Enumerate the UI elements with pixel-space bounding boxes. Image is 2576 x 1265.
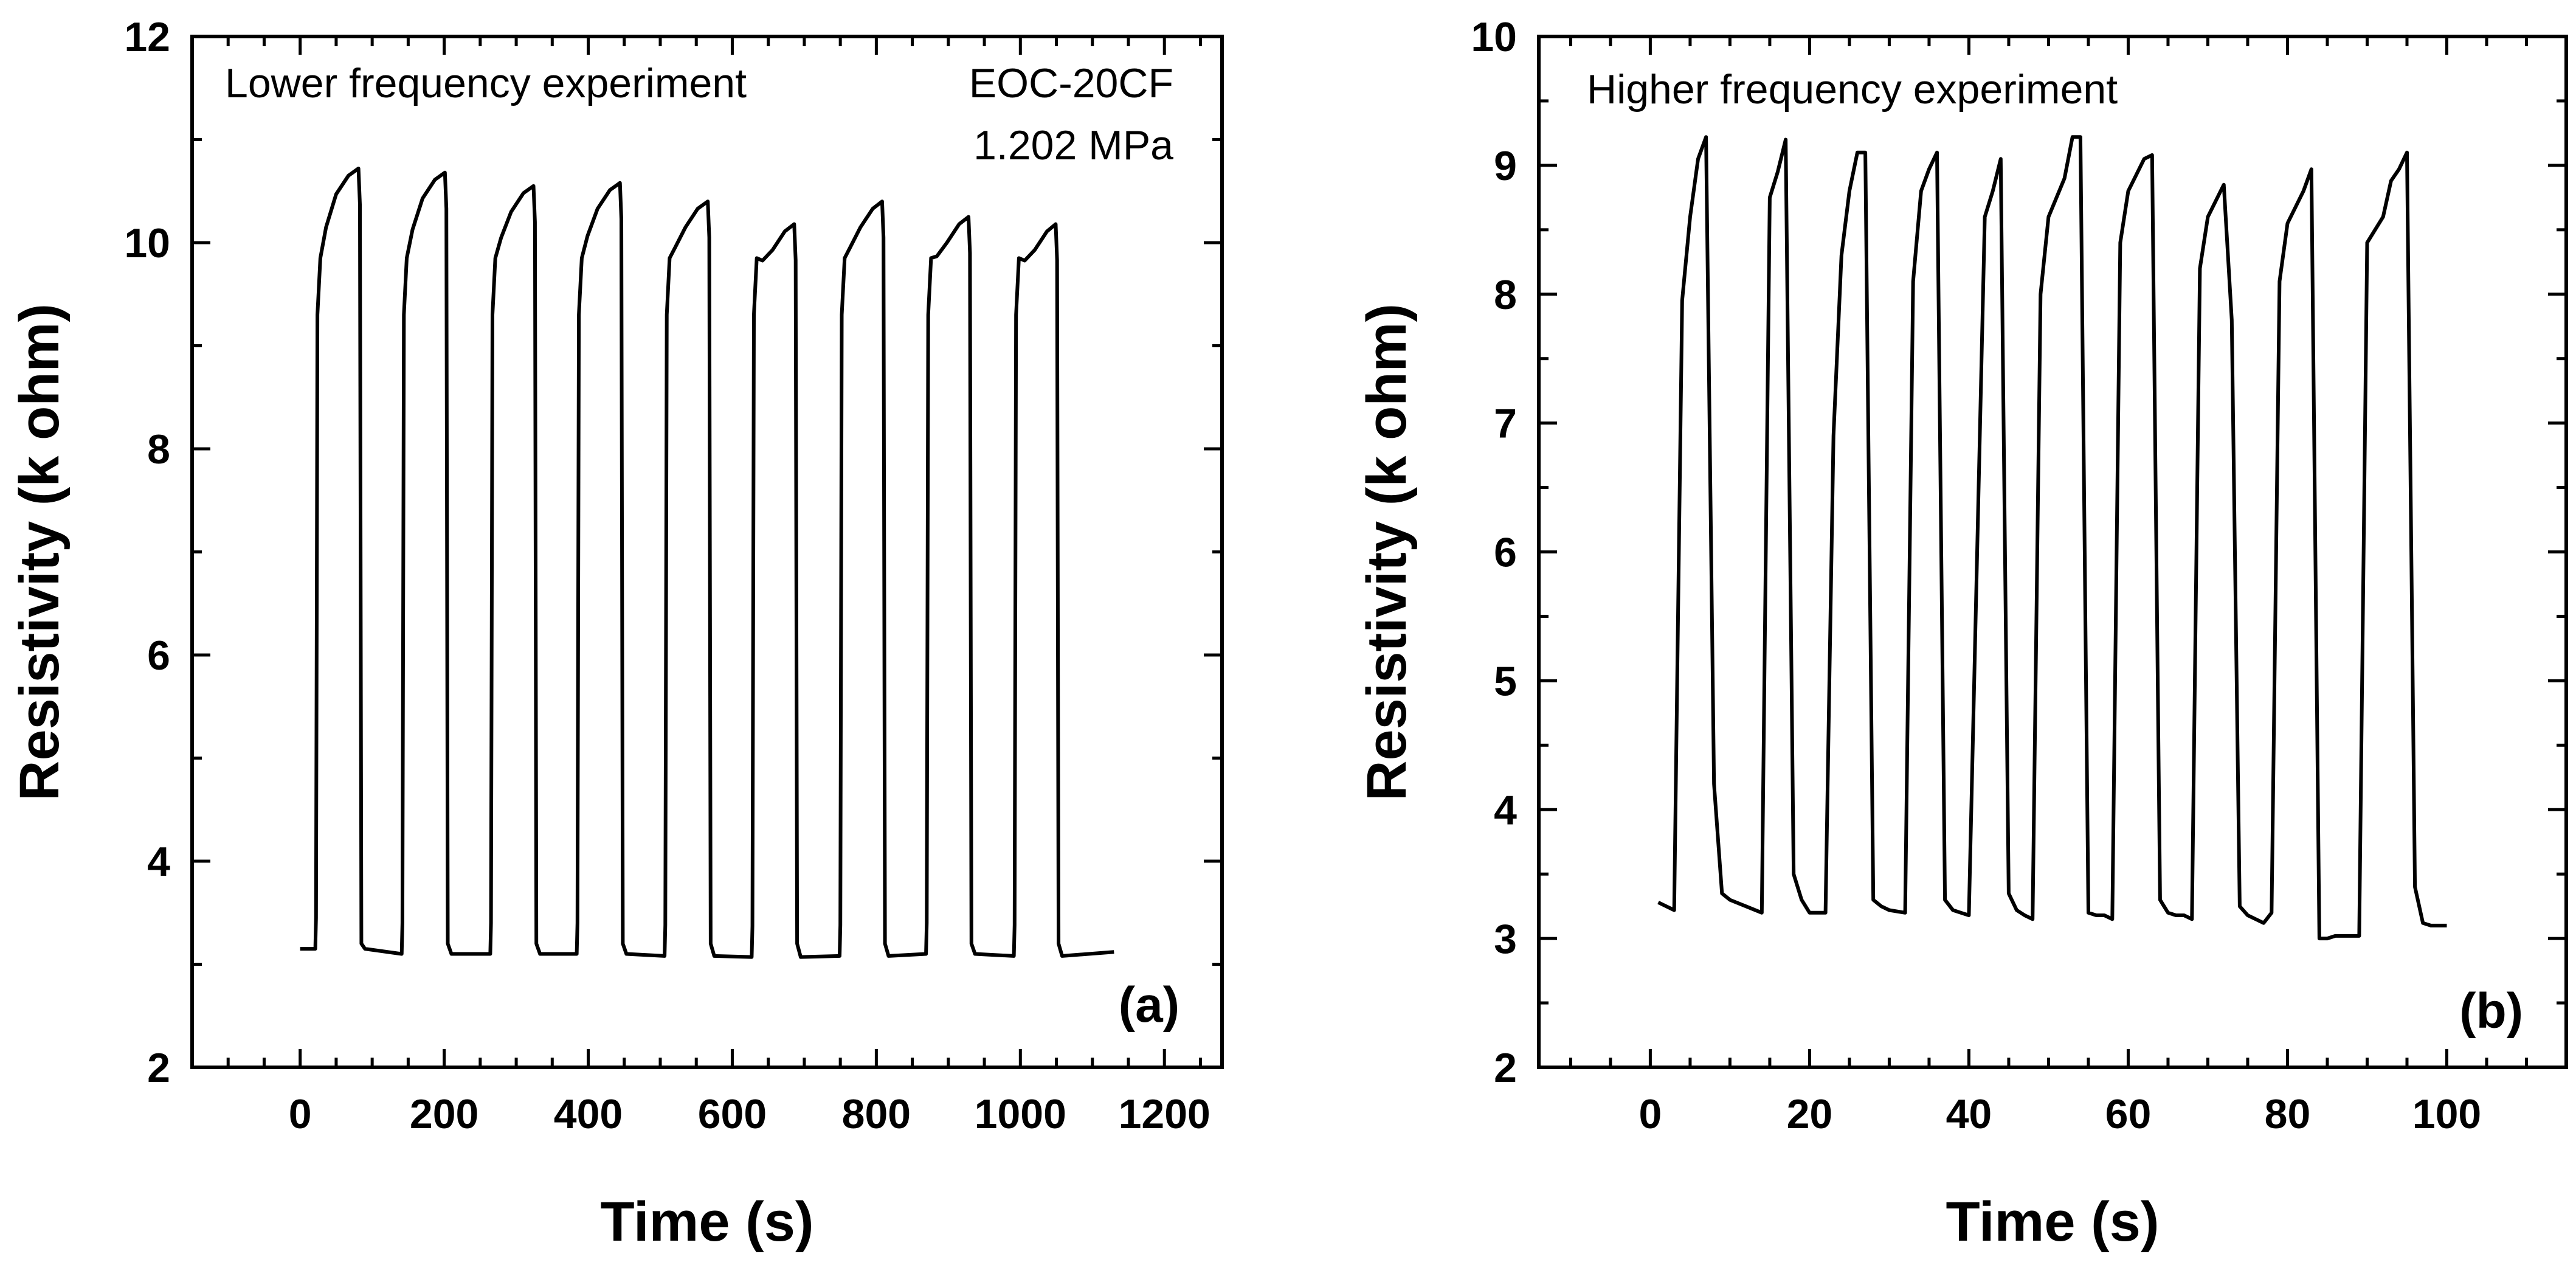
- panel-b: 0 20 40 60 80 100 2 3 4 5 6 7 8 9 10 Tim…: [1356, 14, 2568, 1253]
- panel-a-annotation-sample: EOC-20CF: [969, 60, 1173, 106]
- panel-b-ytick-label: 2: [1494, 1045, 1517, 1091]
- panel-a-xtick-label: 600: [698, 1091, 767, 1137]
- panel-b-xtick-label: 80: [2265, 1091, 2311, 1137]
- panel-b-ytick-label: 9: [1494, 143, 1517, 189]
- panel-a-ytick-label: 8: [147, 426, 170, 473]
- panel-b-ytick-label: 3: [1494, 916, 1517, 962]
- panel-b-xtick-label: 100: [2412, 1091, 2481, 1137]
- panel-a-xtick-label: 800: [842, 1091, 911, 1137]
- panel-a-plot-frame: [190, 35, 1224, 1069]
- panel-a-ytick-label: 2: [147, 1045, 170, 1091]
- panel-a-xtick-label: 400: [554, 1091, 623, 1137]
- panel-a-annotation-experiment: Lower frequency experiment: [225, 60, 747, 106]
- panel-b-xtick-label: 20: [1787, 1091, 1833, 1137]
- panel-a-xtick-label: 1000: [975, 1091, 1066, 1137]
- panel-a-xtick-labels: 0 200 400 600 800 1000 1200: [289, 1091, 1210, 1137]
- panel-a-xtick-label: 200: [410, 1091, 478, 1137]
- panel-b-y-axis-title: Resistivity (k ohm): [1356, 303, 1418, 801]
- panel-b-plot-frame: [1537, 35, 2568, 1069]
- panel-b-ytick-label: 7: [1494, 401, 1517, 447]
- panel-b-ytick-labels: 2 3 4 5 6 7 8 9 10: [1471, 14, 1517, 1091]
- panel-a-ytick-label: 12: [124, 14, 170, 60]
- panel-b-annotation-experiment: Higher frequency experiment: [1587, 66, 2118, 113]
- panel-a-label: (a): [1119, 977, 1179, 1033]
- panel-b-label: (b): [2459, 983, 2523, 1039]
- panel-b-ytick-label: 8: [1494, 272, 1517, 318]
- panel-b-ytick-label: 6: [1494, 530, 1517, 576]
- panel-b-ytick-label: 4: [1494, 787, 1517, 833]
- panel-b-xtick-label: 40: [1946, 1091, 1992, 1137]
- panel-b-ytick-label: 5: [1494, 658, 1517, 704]
- panel-a-ytick-labels: 2 4 6 8 10 12: [124, 14, 170, 1091]
- panel-a-x-axis-title: Time (s): [600, 1191, 813, 1253]
- panel-a-xtick-label: 1200: [1119, 1091, 1210, 1137]
- panel-b-x-axis-title: Time (s): [1946, 1191, 2159, 1253]
- panel-a-series-line: [300, 167, 1114, 959]
- panel-a-ticks: [190, 35, 1222, 1069]
- panel-b-xtick-label: 0: [1638, 1091, 1662, 1137]
- panel-a-ytick-label: 4: [147, 839, 170, 885]
- panel-b-ytick-label: 10: [1471, 14, 1517, 60]
- panel-a-xtick-label: 0: [289, 1091, 312, 1137]
- panel-a-y-axis-title: Resistivity (k ohm): [9, 303, 71, 801]
- panel-b-series-line: [1657, 135, 2447, 941]
- panel-a-ytick-label: 10: [124, 220, 170, 266]
- panel-b-xtick-labels: 0 20 40 60 80 100: [1638, 1091, 2481, 1137]
- panel-b-xtick-label: 60: [2105, 1091, 2152, 1137]
- panel-a-annotation-pressure: 1.202 MPa: [973, 122, 1173, 168]
- panel-a-ytick-label: 6: [147, 632, 170, 679]
- panel-a: 0 200 400 600 800 1000 1200 2 4 6 8 10 1…: [9, 14, 1224, 1253]
